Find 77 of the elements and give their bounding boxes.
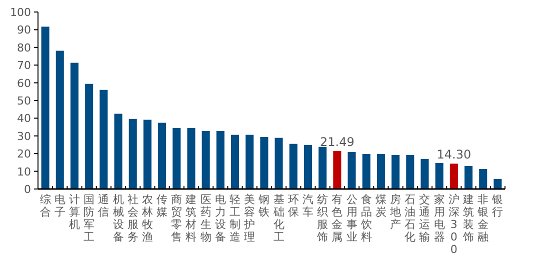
y-tick-label: 40 (17, 112, 31, 126)
x-tick-label: 纺织服饰 (316, 193, 328, 244)
x-tick-label: 房地产 (389, 193, 402, 231)
bar (304, 144, 312, 189)
bar (420, 158, 429, 189)
x-tick-label: 银行 (491, 193, 504, 218)
bar (70, 62, 78, 189)
bar (362, 154, 370, 189)
bar (41, 26, 50, 189)
x-tick-label: 电力设备 (214, 193, 226, 244)
bar (216, 130, 224, 189)
x-tick-label: 沪深300 (448, 193, 460, 256)
y-tick-label: 100 (10, 6, 31, 19)
bar (450, 164, 458, 189)
bar (143, 120, 152, 189)
bar (318, 146, 327, 189)
x-tick-label: 建筑材料 (184, 193, 197, 244)
bar (85, 84, 94, 189)
bar (100, 90, 108, 189)
x-tick-label: 传媒 (156, 193, 168, 218)
bar (435, 162, 444, 189)
bar (56, 50, 64, 189)
bar (348, 152, 356, 189)
data-label: 21.49 (320, 134, 354, 149)
y-tick-label: 0 (24, 183, 31, 196)
x-tick-label: 商贸零售 (171, 193, 182, 244)
x-tick-label: 通信 (98, 193, 110, 218)
x-tick-label: 基础化工 (272, 193, 284, 244)
x-tick-label: 电子 (54, 193, 66, 218)
x-tick-label: 综合 (40, 193, 51, 218)
x-tick-label: 家用电器 (434, 193, 445, 244)
bar (260, 136, 268, 189)
bar (464, 166, 473, 189)
x-tick-label: 国防军工 (84, 193, 95, 244)
x-tick-label: 煤炭 (375, 193, 386, 218)
x-tick-label: 钢铁 (258, 193, 270, 218)
bar (376, 154, 385, 189)
x-tick-label: 汽车 (302, 193, 314, 218)
y-tick-label: 60 (17, 76, 31, 90)
bar (289, 144, 298, 189)
x-tick-label: 有色金属 (332, 193, 343, 244)
y-tick-label: 10 (17, 165, 31, 178)
bar (187, 128, 196, 189)
bar (406, 155, 414, 189)
x-tick-label: 交通运输 (419, 193, 430, 244)
x-tick-label: 公用事业 (346, 193, 358, 244)
bar (202, 130, 210, 189)
bar (479, 169, 488, 189)
y-tick-label: 80 (17, 41, 31, 54)
x-tick-label: 轻工制造 (230, 193, 241, 244)
y-tick-label: 90 (17, 24, 31, 37)
bar (274, 138, 283, 189)
bar (246, 134, 254, 189)
bar (333, 150, 342, 189)
bar (158, 122, 166, 189)
x-tick-label: 社会服务 (127, 193, 138, 244)
bar (392, 155, 400, 189)
x-tick-label: 食品饮料 (360, 193, 372, 244)
bar (114, 114, 122, 189)
x-tick-label: 建筑装饰 (462, 193, 474, 244)
x-tick-label: 机械设备 (112, 193, 124, 244)
y-tick-label: 50 (17, 94, 31, 108)
y-tick-label: 70 (17, 59, 31, 72)
x-tick-label: 非银金融 (476, 193, 489, 244)
bar (231, 134, 240, 189)
bar (128, 118, 137, 189)
x-tick-label: 美容护理 (243, 193, 256, 244)
bar (494, 178, 502, 189)
bar (172, 128, 181, 189)
x-tick-label: 石油石化 (404, 193, 416, 244)
x-tick-label: 计算机 (68, 193, 80, 231)
y-tick-label: 30 (17, 130, 31, 143)
y-tick-label: 20 (17, 148, 31, 161)
x-tick-label: 医药生物 (200, 193, 212, 244)
x-tick-label: 环保 (288, 193, 299, 218)
data-label: 14.30 (436, 148, 472, 162)
x-tick-label: 农林牧渔 (140, 193, 153, 244)
